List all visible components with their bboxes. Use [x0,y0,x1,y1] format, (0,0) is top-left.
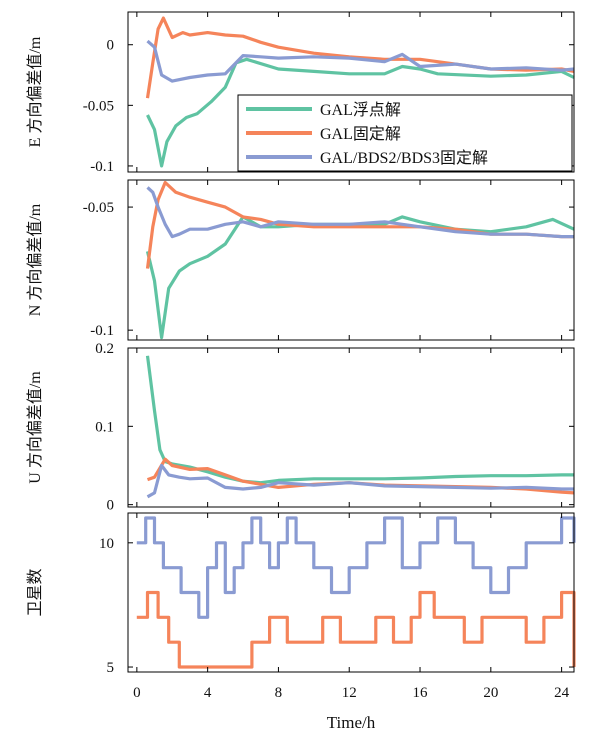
y-axis-label: N 方向偏差值/m [26,203,44,316]
series-line-sat-multi [136,516,576,619]
series-line-u-multi [146,463,574,499]
panel-n: -0.05 -0.1 N 方向偏差值/m [26,179,575,341]
y-axis-label: E 方向偏差值/m [26,36,44,147]
y-tick-label: -0.1 [90,159,114,175]
x-tick-label: 0 [133,685,141,701]
y-tick-label: -0.05 [83,98,114,114]
series-line-n-float [145,215,575,340]
series-line-n-multi [146,186,574,239]
series-line-e-float [146,57,575,168]
x-tick-label: 16 [413,685,429,701]
plot-frame [127,512,575,673]
y-tick-label: -0.1 [90,323,114,339]
series-line-e-multi [146,39,575,83]
y-tick-label: 0.1 [95,419,114,435]
series-line-sat-fixed [136,590,576,669]
x-axis-label: Time/h [327,713,376,732]
y-axis-label: U 方向偏差值/m [26,371,44,484]
legend: GAL浮点解 GAL固定解 GAL/BDS2/BDS3固定解 [237,94,573,172]
x-tick-label: 12 [342,685,357,701]
y-tick-label: 0 [107,498,115,514]
x-tick-label: 24 [554,685,570,701]
plot-frame [127,11,575,173]
x-tick-label: 4 [204,685,212,701]
y-axis-label: 卫星数 [26,568,44,616]
legend-label-fixed: GAL固定解 [320,125,401,143]
x-tick-label: 8 [275,685,283,701]
series-line-u-float [145,355,574,485]
legend-label-float: GAL浮点解 [320,101,401,119]
x-tick-label: 20 [483,685,498,701]
panel-u: 0.2 0.1 0 U 方向偏差值/m [26,341,575,514]
plot-frame [127,347,575,508]
y-tick-label: 0 [107,38,115,54]
panel-e: 0 -0.05 -0.1 E 方向偏差值/m GAL浮点解 GAL固定解 GAL/BDS2/… [26,11,575,175]
plot-frame [127,179,575,341]
y-tick-label: 5 [107,660,115,676]
y-tick-label: 10 [99,536,114,552]
y-tick-label: 0.2 [95,341,114,357]
series-line-n-fixed [145,180,574,269]
y-tick-label: -0.05 [83,200,114,216]
legend-label-multi: GAL/BDS2/BDS3固定解 [320,149,488,167]
panel-sat: 10 5 0 4 8 12 16 20 24 卫星数 [26,512,576,701]
